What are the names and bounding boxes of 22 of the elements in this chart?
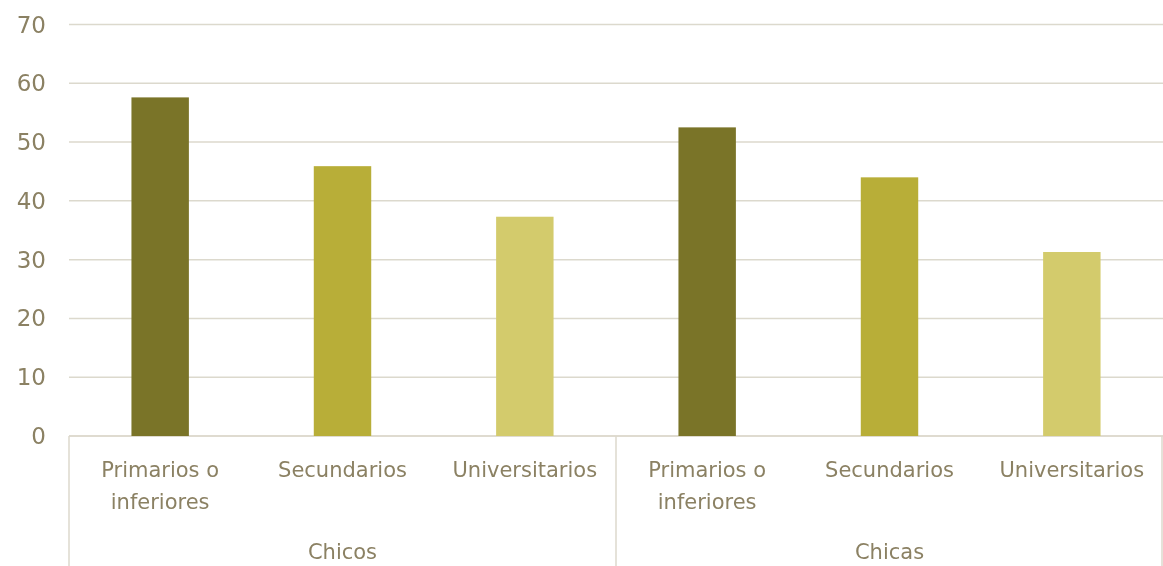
text: Chicas bbox=[854, 540, 925, 564]
y-tick-label: 70 bbox=[16, 11, 46, 38]
y-tick-label: 20 bbox=[16, 305, 46, 332]
bar bbox=[678, 127, 736, 436]
y-tick-label: 0 bbox=[31, 423, 46, 449]
y-tick-label: 30 bbox=[16, 246, 46, 273]
bar bbox=[860, 177, 919, 436]
x-tick-label: Primarios o inferiores bbox=[648, 458, 767, 514]
bar bbox=[313, 166, 372, 436]
bar bbox=[131, 97, 189, 436]
x-tick-label: Universitarios bbox=[452, 458, 598, 482]
y-tick-label: 50 bbox=[16, 129, 46, 156]
y-tick-label: 40 bbox=[16, 187, 46, 214]
x-tick-label: Universitarios bbox=[999, 458, 1145, 482]
y-tick-label: 60 bbox=[16, 70, 46, 97]
text: Chicos bbox=[307, 540, 378, 564]
bar bbox=[1043, 252, 1101, 436]
y-tick-label: 10 bbox=[16, 364, 46, 391]
x-tick-label: Secundarios bbox=[825, 458, 954, 482]
x-tick-label: Primarios o inferiores bbox=[101, 458, 220, 514]
x-tick-label: Secundarios bbox=[278, 458, 407, 482]
bar bbox=[496, 216, 554, 436]
